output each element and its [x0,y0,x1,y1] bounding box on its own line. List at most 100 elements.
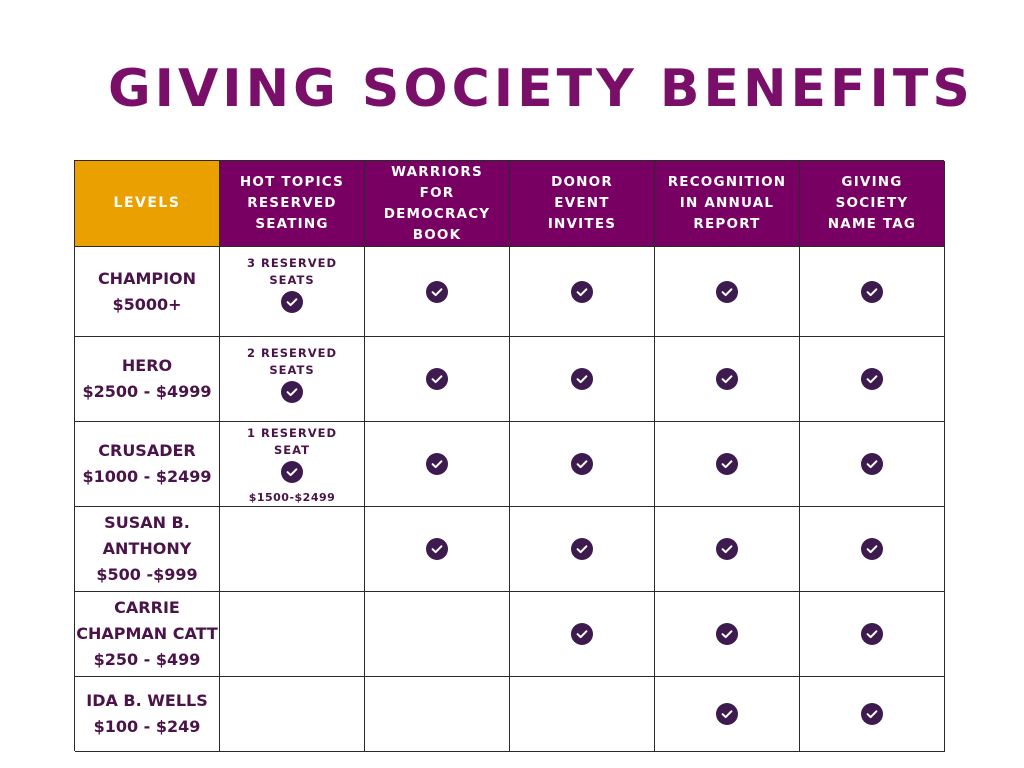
level-cell: SUSAN B. ANTHONY $500 -$999 [75,507,220,592]
check-circle-icon [861,703,883,725]
column-header-line: DEMOCRACY [383,205,491,222]
benefit-cell [365,247,510,337]
reserved-seats-info: 3 RESERVED SEATS [220,255,364,313]
check-circle-icon [281,291,303,313]
benefit-cell [800,422,945,507]
level-label: CHAMPION [97,268,197,288]
check-circle-icon [861,453,883,475]
benefit-cell [365,677,510,752]
check-circle-icon [716,368,738,390]
benefit-cell [655,422,800,507]
check-circle-icon [716,280,738,303]
level-cell: HERO $2500 - $4999 [75,337,220,422]
benefit-cell [655,507,800,592]
column-header-line: LEVELS [113,195,181,211]
reserved-seating-cell: 3 RESERVED SEATS [220,247,365,337]
reserved-seating-cell [220,677,365,752]
reserved-seats-info: 2 RESERVED SEATS [220,345,364,403]
reserved-seats-info: 1 RESERVED SEAT [220,425,364,483]
benefit-cell [365,422,510,507]
reserved-seating-cell [220,592,365,677]
level-label: $250 - $499 [93,650,201,669]
check-circle-icon [861,280,883,303]
reserved-seats-text: 3 RESERVED [246,256,337,270]
benefit-cell [365,507,510,592]
check-circle-icon [571,280,593,303]
reserved-seats-text: SEATS [269,273,315,287]
benefit-cell [655,247,800,337]
level-label: HERO [121,356,173,375]
check-circle-icon [861,623,883,645]
column-header-line: BOOK [412,226,462,243]
check-circle-icon [861,368,883,390]
benefit-cell [365,337,510,422]
benefit-cell [655,592,800,677]
reserved-seats-text: SEATS [269,363,315,377]
column-header: WARRIORS FOR DEMOCRACY BOOK [365,161,510,247]
column-header: DONOR EVENT INVITES [510,161,655,247]
column-header-line: GIVING [841,174,903,190]
benefit-cell [800,592,945,677]
reserved-seats-text: 1 RESERVED [246,426,337,440]
check-circle-icon [861,538,883,560]
level-label: ANTHONY [102,539,192,558]
benefit-cell [800,337,945,422]
check-circle-icon [716,538,738,560]
check-circle-icon [426,453,448,475]
benefit-cell [800,247,945,337]
level-label: $2500 - $4999 [82,382,212,401]
check-circle-icon [426,368,448,390]
benefit-cell [655,677,800,752]
column-header: GIVING SOCIETY NAME TAG [800,161,945,247]
benefit-cell [365,592,510,677]
column-header-line: REPORT [693,216,761,232]
check-circle-icon [571,623,593,645]
benefit-cell [800,677,945,752]
levels-header: LEVELS [75,161,220,247]
column-header: HOT TOPICS RESERVED SEATING [220,161,365,247]
column-header-line: HOT TOPICS [239,174,345,190]
check-circle-icon [716,623,738,645]
column-header: RECOGNITION IN ANNUAL REPORT [655,161,800,247]
level-cell: CARRIE CHAPMAN CATT $250 - $499 [75,592,220,677]
reserved-seating-cell: 1 RESERVED SEAT $1500-$2499 [220,422,365,507]
column-header-line: SOCIETY [835,195,909,211]
column-header-line: DONOR [551,174,613,190]
check-circle-icon [571,538,593,560]
level-label: $500 -$999 [96,565,198,584]
benefit-cell [655,337,800,422]
benefit-cell [510,592,655,677]
level-label: CHAPMAN CATT [76,624,218,643]
level-label: SUSAN B. [104,513,190,532]
check-circle-icon [716,703,738,725]
column-header-line: RESERVED [247,195,337,211]
column-header-line: SEATING [255,216,329,232]
reserved-seating-cell: 2 RESERVED SEATS [220,337,365,422]
check-circle-icon [426,538,448,560]
column-header-line: WARRIORS [391,163,483,180]
level-label: $5000+ [112,294,182,314]
column-header-line: NAME TAG [827,216,917,232]
benefit-cell [510,507,655,592]
level-label: IDA B. WELLS [86,691,208,710]
column-header-line: EVENT [554,195,610,211]
benefit-cell [510,247,655,337]
benefit-cell [800,507,945,592]
level-label: CARRIE [114,598,180,617]
check-circle-icon [281,381,303,403]
check-circle-icon [571,453,593,475]
level-label: $1000 - $2499 [82,467,212,486]
level-cell: IDA B. WELLS $100 - $249 [75,677,220,752]
check-circle-icon [281,461,303,483]
seat-note-text: $1500-$2499 [248,491,336,504]
column-header-line: RECOGNITION [667,174,787,190]
level-cell: CHAMPION $5000+ [75,247,220,337]
reserved-seating-cell [220,507,365,592]
reserved-seats-text: 2 RESERVED [246,346,337,360]
benefits-table: LEVELS HOT TOPICS RESERVED SEATING WARRIORS F… [74,160,945,752]
check-circle-icon [716,453,738,475]
level-label: CRUSADER [98,441,196,460]
benefit-cell [510,337,655,422]
reserved-seats-text: SEAT [274,443,310,457]
column-header-line: IN ANNUAL [679,195,775,211]
